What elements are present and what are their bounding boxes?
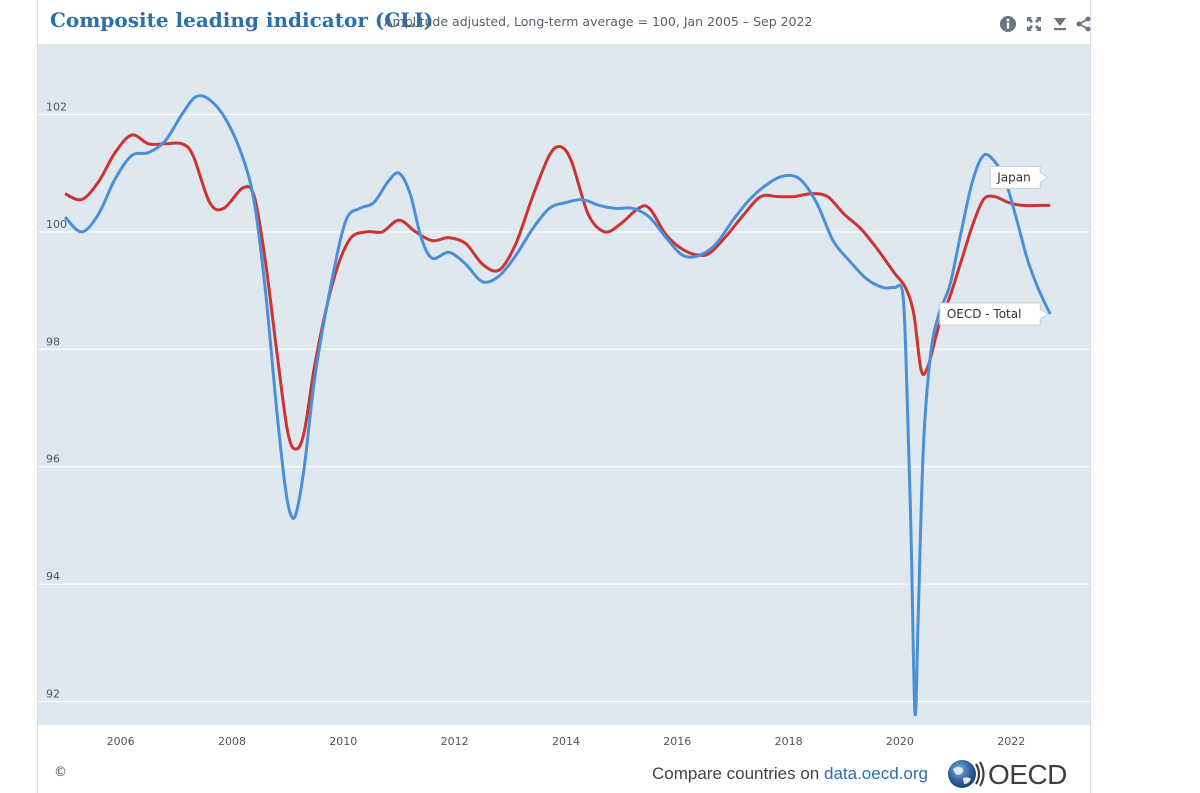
y-axis-tick-labels: 92 94 96 98 100 102 bbox=[46, 100, 67, 700]
x-tick-label: 2022 bbox=[997, 735, 1025, 748]
oecd-logo[interactable]: OECD bbox=[946, 756, 1078, 792]
compare-label: Compare countries on bbox=[652, 764, 824, 783]
y-tick-label: 96 bbox=[46, 453, 60, 466]
x-tick-label: 2018 bbox=[775, 735, 803, 748]
chart-header: Composite leading indicator (CLI) Amplit… bbox=[38, 0, 1091, 44]
fullscreen-icon[interactable] bbox=[1024, 14, 1044, 34]
x-tick-label: 2012 bbox=[441, 735, 469, 748]
x-tick-label: 2016 bbox=[663, 735, 691, 748]
series-label-text: Japan bbox=[996, 170, 1030, 184]
share-icon[interactable] bbox=[1074, 14, 1094, 34]
x-tick-label: 2010 bbox=[329, 735, 357, 748]
chart-subtitle: Amplitude adjusted, Long-term average = … bbox=[384, 14, 813, 29]
y-tick-label: 92 bbox=[46, 688, 60, 701]
series-label-text: OECD - Total bbox=[947, 307, 1022, 321]
x-tick-label: 2014 bbox=[552, 735, 580, 748]
grid-lines bbox=[38, 113, 1090, 703]
x-axis-tick-labels: 2006 2008 2010 2012 2014 2016 2018 2020 2022 bbox=[107, 735, 1026, 748]
series-line-oecd-total[interactable] bbox=[63, 94, 1052, 717]
info-icon[interactable] bbox=[998, 14, 1018, 34]
series-label-japan: Japan bbox=[989, 165, 1050, 189]
series-lines bbox=[63, 94, 1052, 717]
y-tick-label: 94 bbox=[46, 570, 60, 583]
series-label-oecd-total: OECD - Total bbox=[939, 302, 1050, 326]
copyright-symbol: © bbox=[54, 765, 67, 780]
y-tick-label: 98 bbox=[46, 335, 60, 348]
oecd-globe-icon bbox=[948, 760, 985, 788]
series-line-japan[interactable] bbox=[64, 133, 1051, 451]
plot-area bbox=[38, 44, 1090, 725]
series-labels: Japan OECD - Total bbox=[939, 165, 1050, 326]
x-tick-label: 2020 bbox=[886, 735, 914, 748]
y-tick-label: 100 bbox=[46, 218, 67, 231]
download-icon[interactable] bbox=[1050, 14, 1070, 34]
x-tick-label: 2006 bbox=[107, 735, 135, 748]
chart-card: Composite leading indicator (CLI) Amplit… bbox=[37, 0, 1091, 793]
oecd-logo-text: OECD bbox=[988, 759, 1067, 790]
y-tick-label: 102 bbox=[46, 100, 67, 113]
x-tick-label: 2008 bbox=[218, 735, 246, 748]
chart-title: Composite leading indicator (CLI) bbox=[50, 8, 434, 32]
data-oecd-link[interactable]: data.oecd.org bbox=[823, 764, 928, 783]
compare-countries-text: Compare countries on data.oecd.org bbox=[652, 764, 928, 784]
